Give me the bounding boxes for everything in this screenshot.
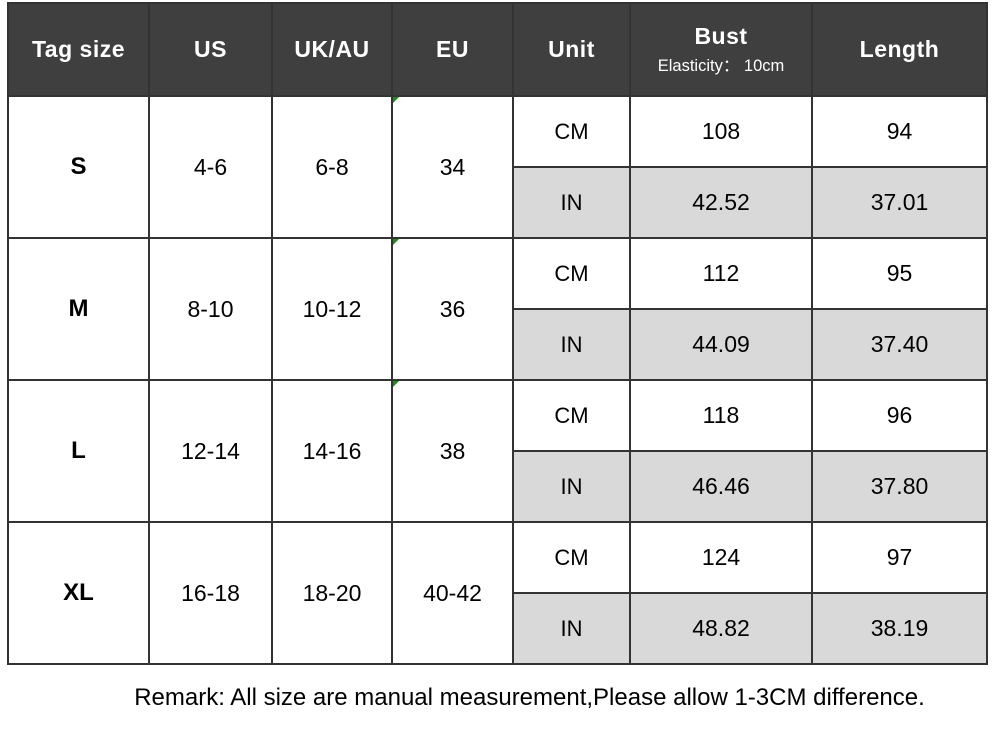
- header-cell-eu: EU: [391, 2, 514, 97]
- cell-unit-m-in: IN: [512, 308, 631, 381]
- cell-us-m: 8-10: [148, 237, 273, 381]
- cell-eu-xl: 40-42: [391, 521, 514, 665]
- header-cell-length: Length: [811, 2, 988, 97]
- table-row-l-cm: L 12-14 14-16 38 CM 118 96: [7, 379, 988, 523]
- header-cell-us: US: [148, 2, 273, 97]
- cell-length-xl-cm: 97: [811, 521, 988, 594]
- cell-eu-xl-value: 40-42: [423, 579, 482, 606]
- cell-bust-l-in: 46.46: [629, 450, 813, 523]
- cell-size-l: L: [7, 379, 150, 523]
- cell-size-m: M: [7, 237, 150, 381]
- table-body: S 4-6 6-8 34 CM 108 94 IN 42.52 37.01 M …: [7, 95, 988, 665]
- cell-unit-s-cm: CM: [512, 95, 631, 168]
- cell-bust-s-cm: 108: [629, 95, 813, 168]
- header-cell-tag-size: Tag size: [7, 2, 150, 97]
- cell-unit-xl-cm: CM: [512, 521, 631, 594]
- table-row-xl-cm: XL 16-18 18-20 40-42 CM 124 97: [7, 521, 988, 665]
- size-chart-table: Tag size US UK/AU EU Unit Bust Elasticit…: [7, 2, 988, 665]
- table-row-m-in: IN 44.09 37.40: [8, 308, 988, 381]
- cell-bust-m-in: 44.09: [629, 308, 813, 381]
- cell-unit-s-in: IN: [512, 166, 631, 239]
- cell-unit-l-in: IN: [512, 450, 631, 523]
- table-row-l-in: IN 46.46 37.80: [8, 450, 988, 523]
- cell-us-xl: 16-18: [148, 521, 273, 665]
- cell-bust-xl-in: 48.82: [629, 592, 813, 665]
- header-row: Tag size US UK/AU EU Unit Bust Elasticit…: [7, 2, 988, 97]
- cell-ukau-l: 14-16: [271, 379, 393, 523]
- cell-length-m-in: 37.40: [811, 308, 988, 381]
- cell-length-l-cm: 96: [811, 379, 988, 452]
- table-row-s-in: IN 42.52 37.01: [8, 166, 988, 239]
- cell-bust-s-in: 42.52: [629, 166, 813, 239]
- header-cell-bust: Bust Elasticity： 10cm: [629, 2, 813, 97]
- header-cell-uk-au: UK/AU: [271, 2, 393, 97]
- header-cell-unit: Unit: [512, 2, 631, 97]
- cell-bust-m-cm: 112: [629, 237, 813, 310]
- cell-bust-l-cm: 118: [629, 379, 813, 452]
- cell-ukau-m: 10-12: [271, 237, 393, 381]
- size-chart-sheet: Tag size US UK/AU EU Unit Bust Elasticit…: [7, 2, 988, 665]
- cell-ukau-s: 6-8: [271, 95, 393, 239]
- cell-eu-s-value: 34: [439, 153, 466, 180]
- bust-label: Bust: [694, 23, 748, 49]
- cell-unit-l-cm: CM: [512, 379, 631, 452]
- cell-eu-s: 34: [391, 95, 514, 239]
- green-corner-marker-icon: [394, 382, 399, 387]
- remark-text: Remark: All size are manual measurement,…: [134, 684, 925, 711]
- cell-unit-xl-in: IN: [512, 592, 631, 665]
- cell-length-m-cm: 95: [811, 237, 988, 310]
- cell-size-xl: XL: [7, 521, 150, 665]
- table-row-m-cm: M 8-10 10-12 36 CM 112 95: [7, 237, 988, 381]
- green-corner-marker-icon: [394, 240, 399, 245]
- cell-length-xl-in: 38.19: [811, 592, 988, 665]
- cell-length-s-in: 37.01: [811, 166, 988, 239]
- cell-length-s-cm: 94: [811, 95, 988, 168]
- bust-elasticity-sublabel: Elasticity： 10cm: [657, 57, 785, 75]
- cell-unit-m-cm: CM: [512, 237, 631, 310]
- cell-eu-m: 36: [391, 237, 514, 381]
- cell-ukau-xl: 18-20: [271, 521, 393, 665]
- table-header: Tag size US UK/AU EU Unit Bust Elasticit…: [7, 2, 988, 97]
- cell-us-s: 4-6: [148, 95, 273, 239]
- cell-length-l-in: 37.80: [811, 450, 988, 523]
- cell-bust-xl-cm: 124: [629, 521, 813, 594]
- cell-size-s: S: [7, 95, 150, 239]
- green-corner-marker-icon: [394, 98, 399, 103]
- table-row-xl-in: IN 48.82 38.19: [8, 592, 988, 665]
- cell-us-l: 12-14: [148, 379, 273, 523]
- cell-eu-m-value: 36: [439, 295, 466, 322]
- table-row-s-cm: S 4-6 6-8 34 CM 108 94: [7, 95, 988, 239]
- cell-eu-l-value: 38: [439, 437, 466, 464]
- cell-eu-l: 38: [391, 379, 514, 523]
